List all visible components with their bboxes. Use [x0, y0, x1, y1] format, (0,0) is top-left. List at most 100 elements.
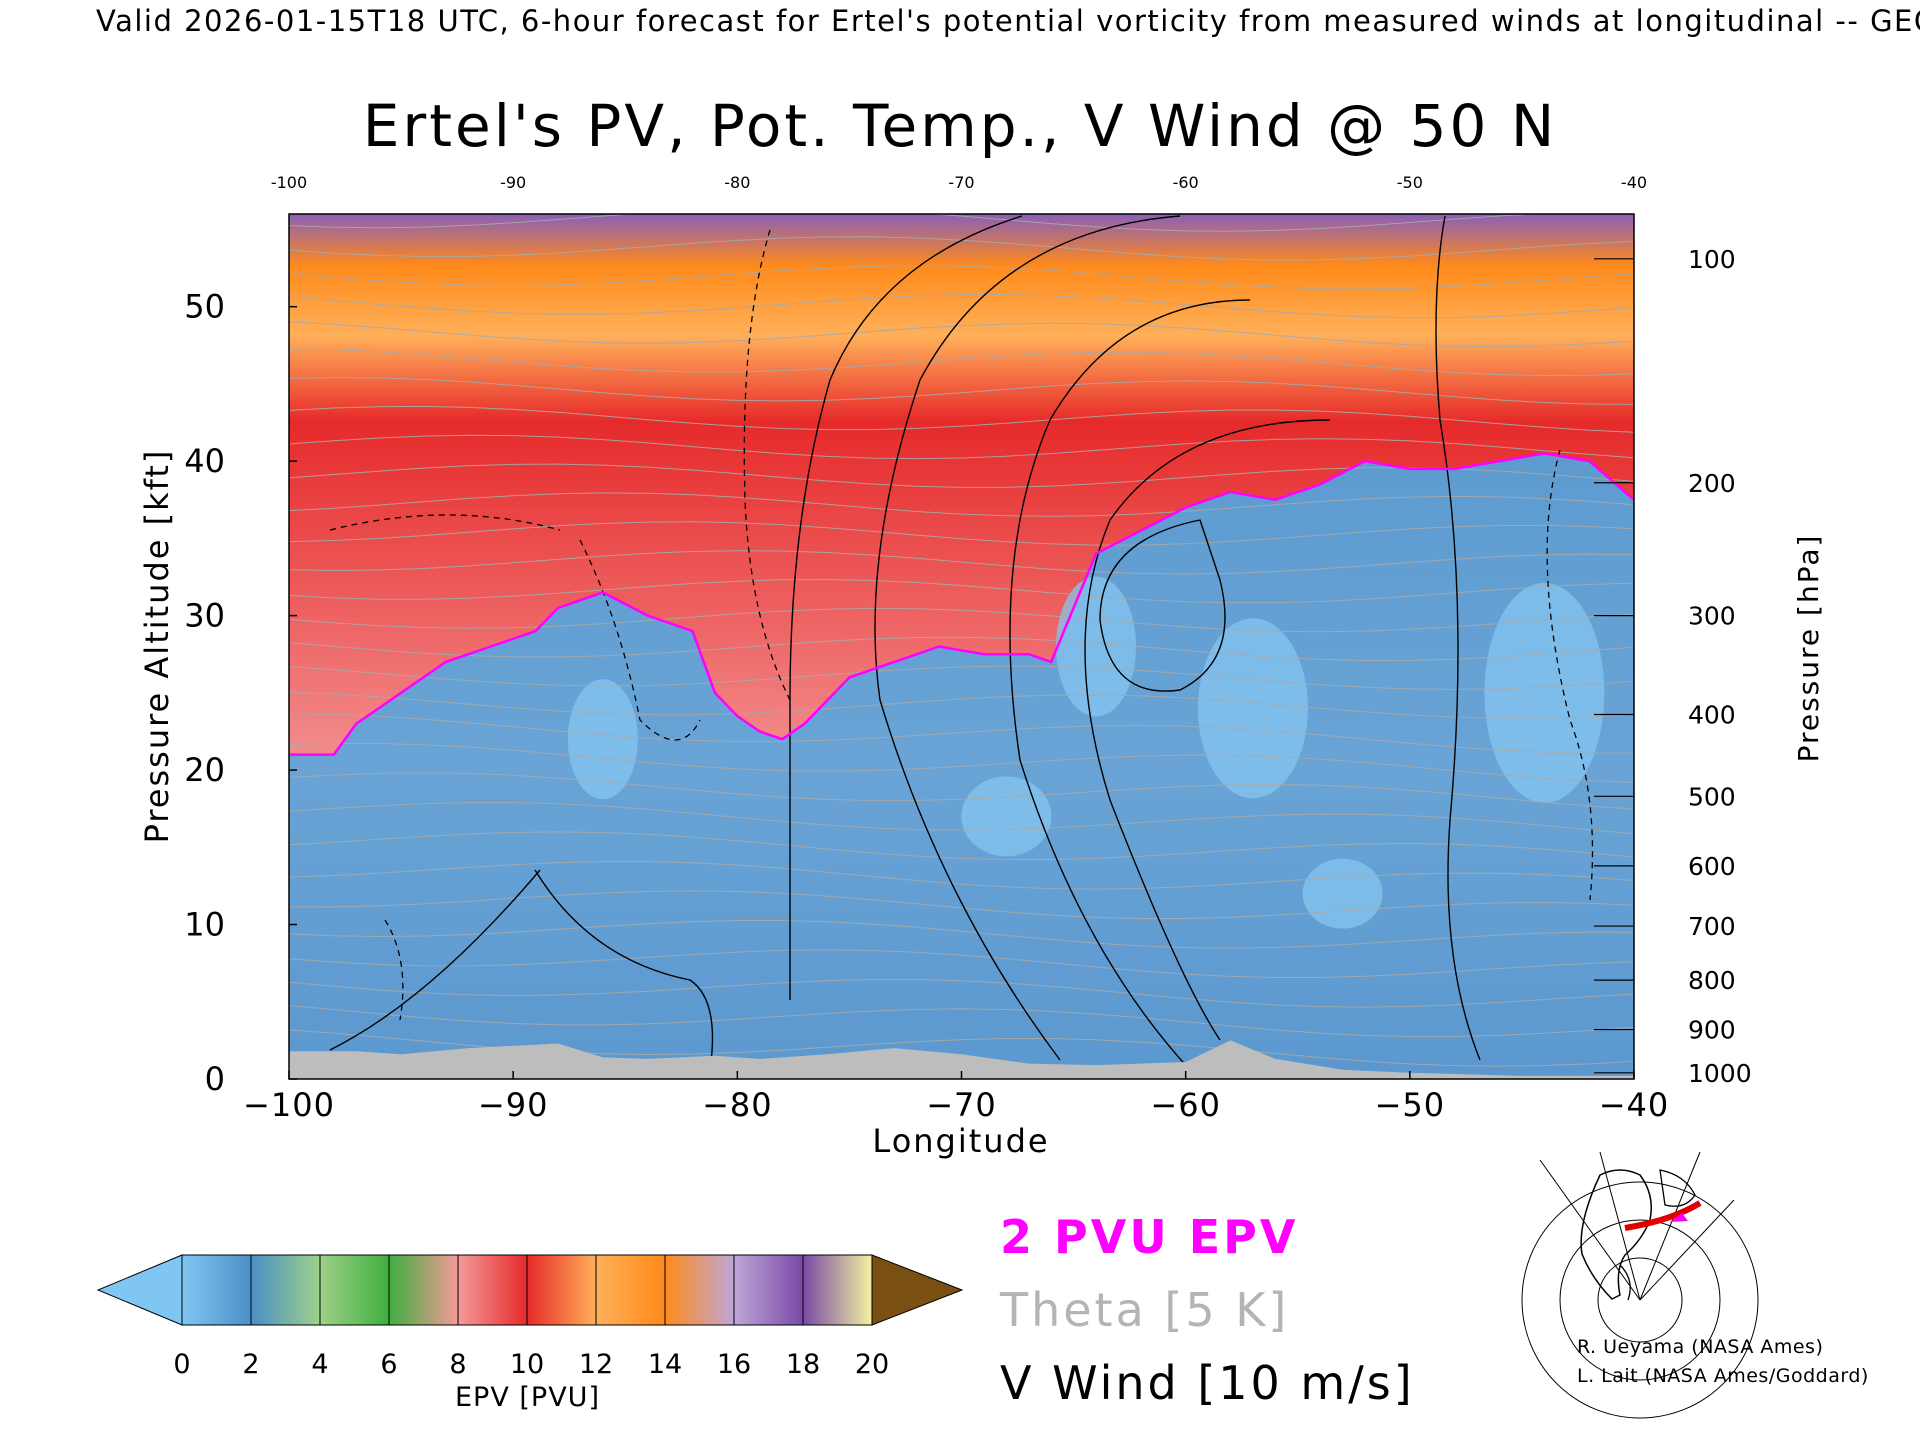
- legend-pv: 2 PVU EPV: [1000, 1210, 1299, 1264]
- colorbar-tick-label: 14: [648, 1349, 682, 1380]
- y-left-tick-label: 40: [184, 442, 225, 480]
- y-axis-right-label: Pressure [hPa]: [1792, 534, 1825, 763]
- theta-isentrope: [289, 691, 1634, 719]
- forecast-header: Valid 2026-01-15T18 UTC, 6-hour forecast…: [96, 4, 1920, 38]
- x-tick-label: −40: [1599, 1086, 1670, 1124]
- x-tick-label: −60: [1150, 1086, 1221, 1124]
- y-right-tick-label: 600: [1688, 852, 1736, 881]
- y-right-tick-label: 400: [1688, 700, 1736, 729]
- colorbar-segment: [319, 1254, 390, 1326]
- legend-vwind: V Wind [10 m/s]: [1000, 1356, 1415, 1410]
- vwind-contour-negative: [579, 539, 701, 741]
- vwind-contour: [329, 869, 541, 1051]
- y-left-tick-label: 0: [205, 1060, 225, 1098]
- y-left-tick-label: 20: [184, 751, 225, 789]
- theta-isentrope: [289, 713, 1634, 754]
- theta-isentrope: [289, 492, 1634, 517]
- x-axis-label: Longitude: [872, 1122, 1049, 1160]
- colorbar-tick-label: 16: [717, 1349, 751, 1380]
- theta-isentrope: [289, 434, 1634, 460]
- theta-isentrope: [289, 405, 1634, 433]
- credit-lait: L. Lait (NASA Ames/Goddard): [1577, 1365, 1869, 1387]
- theta-isentrope: [289, 521, 1634, 546]
- y-right-tick-label: 200: [1688, 469, 1736, 498]
- y-right-tick-label: 300: [1688, 602, 1736, 631]
- theta-isentrope: [289, 321, 1634, 348]
- top-x-tick-label: -60: [1173, 173, 1199, 192]
- theta-isentrope: [289, 979, 1634, 1008]
- vwind-contour: [789, 215, 1023, 1000]
- theta-isentrope: [289, 348, 1634, 377]
- theta-isentrope: [289, 861, 1634, 890]
- theta-isentrope: [289, 949, 1634, 978]
- vwind-contour-negative: [1546, 449, 1594, 901]
- light-blue-region: [1056, 576, 1136, 717]
- colorbar-segment: [181, 1254, 252, 1326]
- colorbar-label: EPV [PVU]: [455, 1382, 600, 1413]
- colorbar-segment: [388, 1254, 459, 1326]
- chart-title: Ertel's PV, Pot. Temp., V Wind @ 50 N: [362, 92, 1558, 160]
- vwind-contour: [534, 869, 714, 1071]
- theta-isentrope: [289, 743, 1634, 783]
- colorbar-segment: [802, 1254, 873, 1326]
- y-right-tick-label: 800: [1688, 966, 1736, 995]
- light-blue-region: [1484, 582, 1605, 803]
- theta-isentrope: [289, 578, 1634, 604]
- y-right-tick-label: 700: [1688, 912, 1736, 941]
- colorbar-segment: [250, 1254, 321, 1326]
- theta-isentrope: [289, 214, 1545, 232]
- theta-isentrope: [289, 1005, 1634, 1037]
- colorbar-tick-label: 6: [380, 1349, 397, 1380]
- colorbar-over-arrow: [871, 1254, 964, 1326]
- vwind-contour: [1435, 215, 1481, 1061]
- credit-ueyama: R. Ueyama (NASA Ames): [1577, 1336, 1824, 1358]
- y-axis-left-label: Pressure Altitude [kft]: [138, 449, 176, 844]
- vwind-contour: [1009, 299, 1251, 1071]
- y-left-tick-label: 30: [184, 597, 225, 635]
- colorbar-segment: [664, 1254, 735, 1326]
- vwind-contour: [1084, 419, 1331, 1041]
- y-right-tick-label: 100: [1688, 245, 1736, 274]
- theta-isentrope: [289, 802, 1634, 835]
- vwind-contour-negative: [384, 919, 404, 1021]
- theta-isentrope: [289, 920, 1634, 949]
- top-x-tick-label: -70: [948, 173, 974, 192]
- light-blue-region: [961, 776, 1052, 857]
- x-tick-label: −80: [702, 1086, 773, 1124]
- y-right-tick-label: 1000: [1688, 1059, 1752, 1088]
- colorbar-segment: [457, 1254, 528, 1326]
- colorbar-tick-label: 20: [855, 1349, 889, 1380]
- light-blue-region: [1302, 858, 1383, 929]
- theta-isentrope: [289, 294, 1634, 319]
- colorbar-tick-label: 10: [510, 1349, 544, 1380]
- theta-isentrope: [289, 550, 1634, 575]
- colorbar-segment: [526, 1254, 597, 1326]
- x-tick-label: −70: [926, 1086, 997, 1124]
- vwind-contour: [874, 215, 1181, 1061]
- theta-isentrope: [289, 890, 1634, 919]
- terrain-mask: [289, 1040, 1634, 1079]
- top-x-tick-label: -50: [1397, 173, 1423, 192]
- theta-isentrope: [289, 376, 1634, 405]
- theta-isentrope: [289, 607, 1634, 633]
- colorbar-segment: [595, 1254, 666, 1326]
- top-x-tick-label: -80: [724, 173, 750, 192]
- light-blue-region: [567, 679, 638, 800]
- x-tick-label: −50: [1375, 1086, 1446, 1124]
- pv-2-contour: [289, 452, 1634, 756]
- x-tick-label: −90: [478, 1086, 549, 1124]
- vwind-contour: [1099, 519, 1226, 692]
- colorbar-tick-label: 12: [579, 1349, 613, 1380]
- colorbar: 0 2 4 6 8 10 12 14 16 18 20: [96, 1254, 964, 1380]
- inset-map: [1521, 1150, 1759, 1419]
- theta-isentrope: [289, 772, 1634, 810]
- theta-isentrope: [289, 665, 1634, 690]
- colorbar-under-arrow: [96, 1254, 183, 1326]
- colorbar-tick-label: 2: [242, 1349, 259, 1380]
- theta-isentrope: [289, 831, 1634, 860]
- y-left-tick-label: 50: [184, 288, 225, 326]
- top-x-tick-label: -40: [1621, 173, 1647, 192]
- light-blue-region: [1197, 618, 1308, 799]
- colorbar-tick-label: 8: [449, 1349, 466, 1380]
